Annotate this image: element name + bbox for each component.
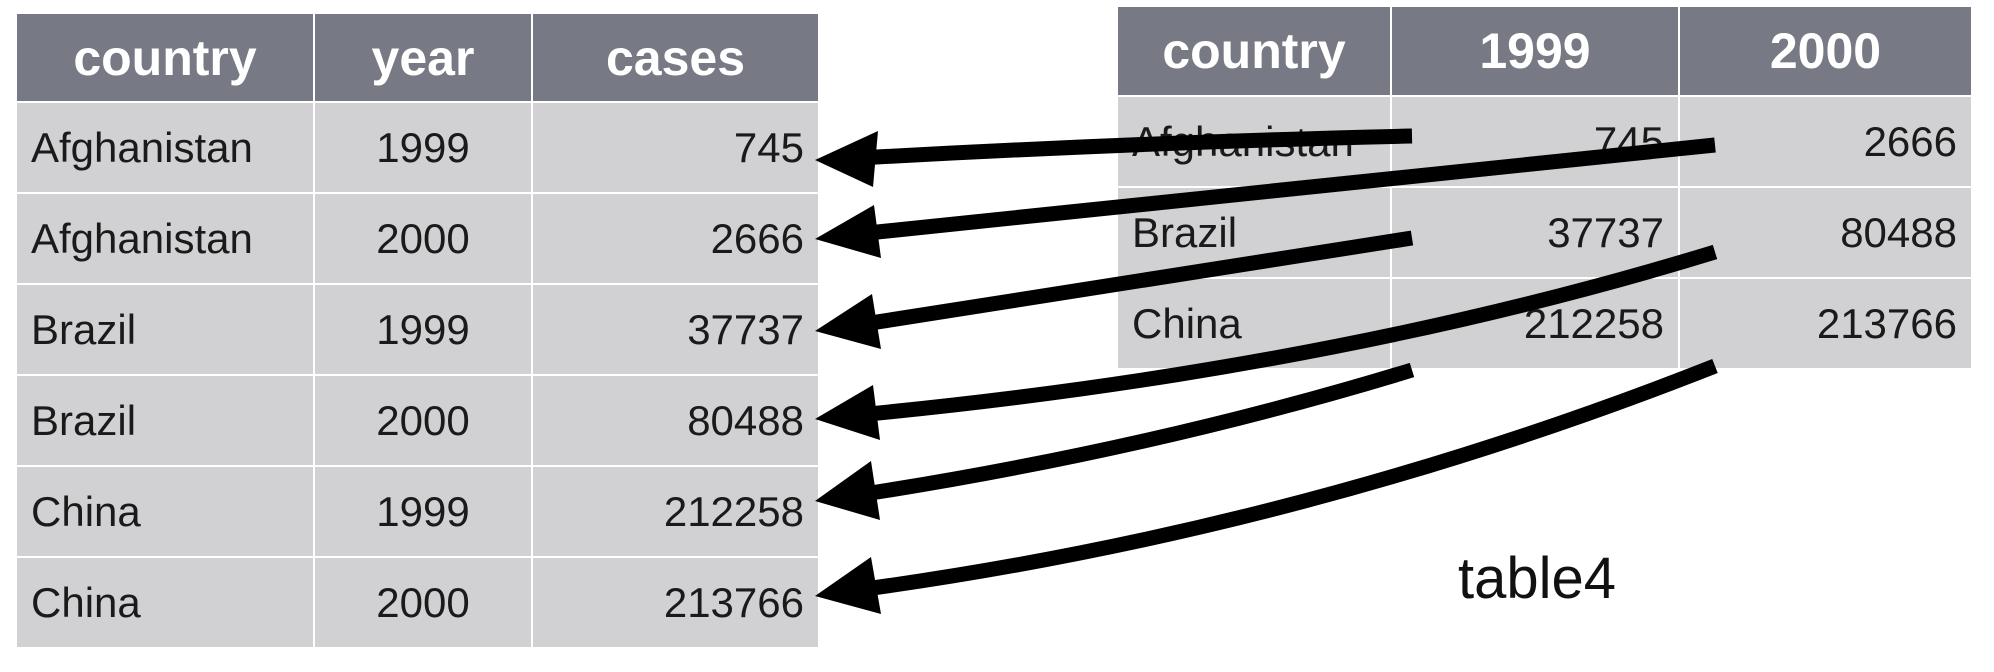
long-cell-country: China: [17, 467, 313, 556]
wide-table-header-row: country 1999 2000: [1118, 7, 1971, 95]
long-cell-country: Brazil: [17, 285, 313, 374]
table-row: Afghanistan 2000 2666: [17, 194, 818, 283]
table-row: Brazil 2000 80488: [17, 376, 818, 465]
long-header-cases: cases: [533, 14, 818, 101]
long-cell-country: Brazil: [17, 376, 313, 465]
arrow-china-1999: [856, 362, 1415, 503]
wide-cell-1999: 212258: [1392, 279, 1678, 368]
table-row: Afghanistan 1999 745: [17, 103, 818, 192]
long-cell-country: Afghanistan: [17, 103, 313, 192]
long-cell-cases: 212258: [533, 467, 818, 556]
long-cell-year: 1999: [315, 103, 531, 192]
wide-cell-country: China: [1118, 279, 1390, 368]
arrowhead-brazil-2000: [815, 385, 880, 440]
wide-cell-2000: 213766: [1680, 279, 1971, 368]
long-cell-cases: 2666: [533, 194, 818, 283]
long-cell-year: 2000: [315, 558, 531, 647]
wide-header-country: country: [1118, 7, 1390, 95]
long-cell-cases: 80488: [533, 376, 818, 465]
wide-cell-country: Brazil: [1118, 188, 1390, 277]
wide-cell-1999: 37737: [1392, 188, 1678, 277]
arrowhead-afghanistan-1999: [815, 131, 878, 187]
long-cell-cases: 37737: [533, 285, 818, 374]
long-cell-year: 1999: [315, 285, 531, 374]
long-cell-country: Afghanistan: [17, 194, 313, 283]
arrowhead-china-2000: [815, 557, 881, 614]
long-cell-country: China: [17, 558, 313, 647]
arrowhead-brazil-1999: [815, 294, 881, 349]
long-format-table: country year cases Afghanistan 1999 745 …: [15, 12, 820, 649]
table-row: China 212258 213766: [1118, 279, 1971, 368]
arrowhead-china-1999: [815, 461, 880, 520]
table-row: Afghanistan 745 2666: [1118, 97, 1971, 186]
long-header-year: year: [315, 14, 531, 101]
wide-cell-2000: 2666: [1680, 97, 1971, 186]
wide-cell-country: Afghanistan: [1118, 97, 1390, 186]
wide-header-2000: 2000: [1680, 7, 1971, 95]
table-caption: table4: [1458, 546, 1617, 611]
table-row: China 1999 212258: [17, 467, 818, 556]
long-cell-year: 2000: [315, 194, 531, 283]
long-cell-cases: 213766: [533, 558, 818, 647]
long-header-country: country: [17, 14, 313, 101]
table-row: China 2000 213766: [17, 558, 818, 647]
wide-cell-1999: 745: [1392, 97, 1678, 186]
wide-format-table: country 1999 2000 Afghanistan 745 2666 B…: [1116, 5, 1973, 370]
wide-cell-2000: 80488: [1680, 188, 1971, 277]
long-cell-year: 2000: [315, 376, 531, 465]
long-cell-year: 1999: [315, 467, 531, 556]
long-cell-cases: 745: [533, 103, 818, 192]
wide-header-1999: 1999: [1392, 7, 1678, 95]
arrowhead-afghanistan-2000: [815, 205, 881, 258]
long-table-header-row: country year cases: [17, 14, 818, 101]
table-row: Brazil 1999 37737: [17, 285, 818, 374]
table-row: Brazil 37737 80488: [1118, 188, 1971, 277]
